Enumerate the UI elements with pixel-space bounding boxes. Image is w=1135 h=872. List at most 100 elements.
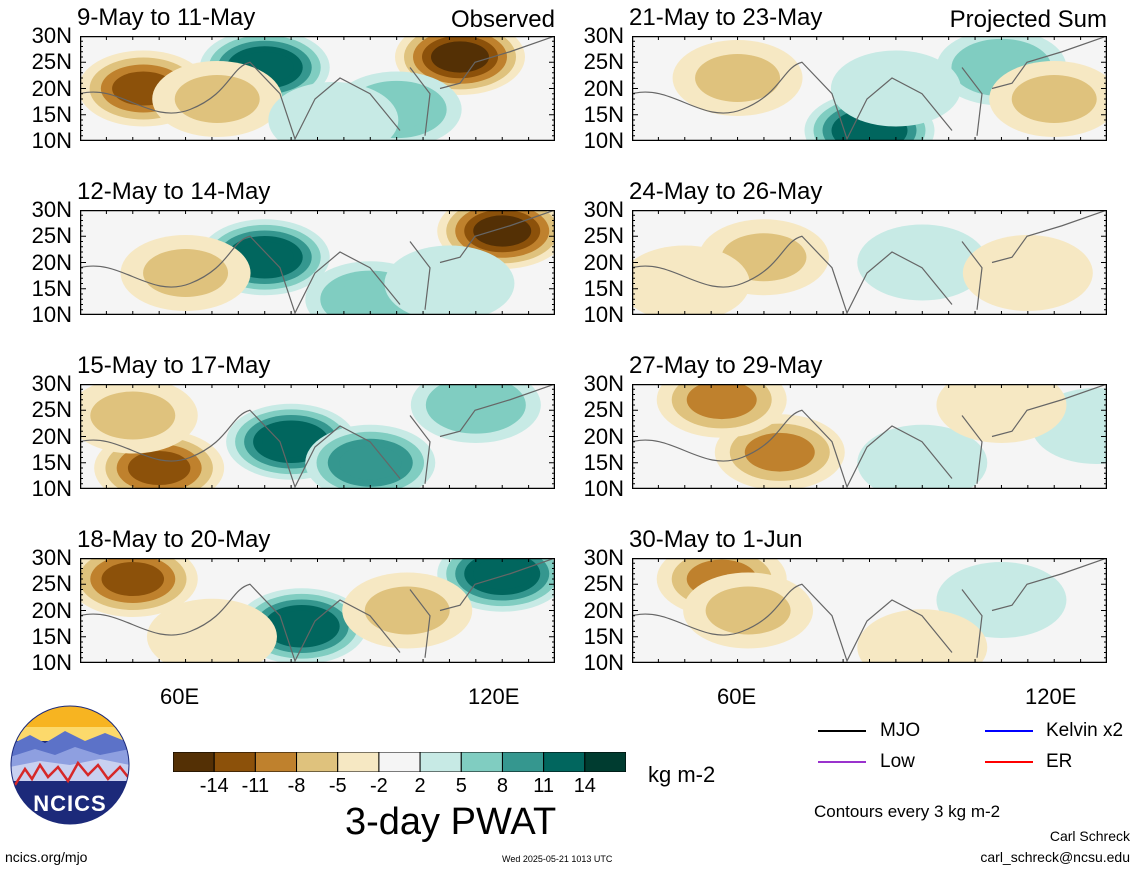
lat-label: 30N [583, 371, 624, 396]
map-panel [80, 210, 555, 315]
colorbar-tick-label: 8 [496, 775, 509, 797]
lat-label: 10N [583, 128, 624, 153]
pwat-anomaly [143, 249, 229, 297]
lat-label: 15N [583, 449, 624, 475]
map-panel [632, 558, 1107, 663]
pwat-anomaly [101, 562, 165, 596]
legend-label-low: Low [880, 751, 915, 772]
lat-label: 20N [583, 597, 624, 623]
panel-title: 21-May to 23-May [629, 4, 823, 31]
coastline [632, 36, 1107, 141]
legend-line-mjo [818, 730, 866, 732]
footer-timestamp: Wed 2025-05-21 1013 UTC [502, 854, 613, 864]
pwat-anomaly [431, 41, 489, 73]
legend-label-mjo: MJO [880, 720, 921, 741]
legend-label-er: ER [1046, 751, 1073, 772]
lat-label: 30N [31, 23, 72, 48]
colorbar-swatch [337, 751, 380, 773]
colorbar-tick-label: -8 [287, 775, 306, 797]
pwat-anomaly [1053, 402, 1107, 450]
lat-label: 10N [583, 302, 624, 327]
map-panel [632, 210, 1107, 315]
lon-label-60e-right: 60E [717, 684, 757, 709]
lat-label: 25N [583, 223, 624, 249]
colorbar-swatch [419, 751, 462, 773]
lat-label: 20N [31, 597, 72, 623]
panel-title: 30-May to 1-Jun [629, 526, 803, 553]
panel-title: 9-May to 11-May [77, 4, 256, 31]
panel-title: 12-May to 14-May [77, 178, 271, 205]
ncics-logo-graphic [10, 705, 130, 825]
lat-label: 10N [31, 128, 72, 153]
colorbar-swatch [378, 751, 421, 773]
pwat-anomaly [174, 75, 260, 123]
pwat-anomaly [1011, 75, 1097, 123]
lat-label: 25N [31, 223, 72, 249]
panel-title: 18-May to 20-May [77, 526, 271, 553]
map-panel [632, 36, 1107, 141]
coastline [632, 558, 1107, 663]
lat-label: 20N [583, 249, 624, 275]
panel-title: 15-May to 17-May [77, 352, 271, 379]
ncics-logo: NCICS [10, 705, 130, 825]
map-panel [80, 36, 555, 141]
colorbar-tick-label: -5 [328, 775, 347, 797]
lat-label: 15N [31, 449, 72, 475]
lat-label: 25N [31, 571, 72, 597]
lat-label: 30N [583, 197, 624, 222]
pwat-anomaly [632, 245, 750, 315]
colorbar-tick-label: 14 [573, 775, 596, 797]
footer-author: Carl Schreck [1049, 828, 1130, 844]
map-panel [80, 384, 555, 489]
pwat-anomaly [853, 64, 939, 113]
map-panel [632, 384, 1107, 489]
colorbar-tick-label: 11 [533, 775, 554, 797]
pwat-anomaly [262, 426, 321, 458]
pwat-anomaly [235, 241, 294, 273]
legend-line-er [985, 761, 1033, 763]
lat-label: 20N [31, 75, 72, 101]
colorbar [172, 751, 627, 773]
lat-label: 30N [31, 197, 72, 222]
lat-label: 25N [583, 397, 624, 423]
legend-label-kelvin: Kelvin x2 [1046, 720, 1124, 741]
panel-title: 24-May to 26-May [629, 178, 823, 205]
lat-label: 30N [31, 545, 72, 570]
pwat-anomaly [962, 235, 1093, 311]
lat-label: 15N [31, 275, 72, 301]
colorbar-swatch [213, 751, 256, 773]
pwat-anomaly [364, 586, 450, 635]
pwat-anomaly [272, 610, 331, 642]
pwat-anomaly [686, 384, 757, 420]
lat-label: 25N [31, 397, 72, 423]
lat-label: 25N [31, 49, 72, 75]
lat-label: 25N [583, 49, 624, 75]
pwat-anomaly [473, 215, 532, 247]
coastline [632, 210, 1107, 315]
lat-label: 15N [31, 101, 72, 127]
lon-label-120e-left: 120E [468, 684, 520, 709]
panel-title: 27-May to 29-May [629, 352, 823, 379]
lon-label-120e-right: 120E [1025, 684, 1077, 709]
panel-tag: Observed [450, 6, 555, 33]
lat-label: 10N [583, 476, 624, 501]
pwat-anomaly [705, 586, 791, 635]
lat-label: 10N [31, 650, 72, 675]
pwat-anomaly [879, 438, 965, 487]
colorbar-swatches [172, 751, 627, 773]
colorbar-tick-label: 2 [414, 775, 426, 797]
lat-label: 15N [583, 275, 624, 301]
logo-text: NCICS [33, 791, 107, 816]
pwat-anomaly [695, 54, 781, 102]
lat-label: 15N [31, 623, 72, 649]
lat-label: 30N [583, 23, 624, 48]
colorbar-units: kg m-2 [648, 762, 716, 787]
map-panel [80, 558, 555, 663]
coastline [80, 36, 555, 141]
colorbar-swatch [460, 751, 503, 773]
pwat-anomaly [339, 445, 402, 480]
coastline [80, 384, 555, 489]
panel-tag: Projected Sum [949, 6, 1107, 33]
pwat-anomaly [127, 451, 191, 485]
lat-label: 20N [583, 423, 624, 449]
